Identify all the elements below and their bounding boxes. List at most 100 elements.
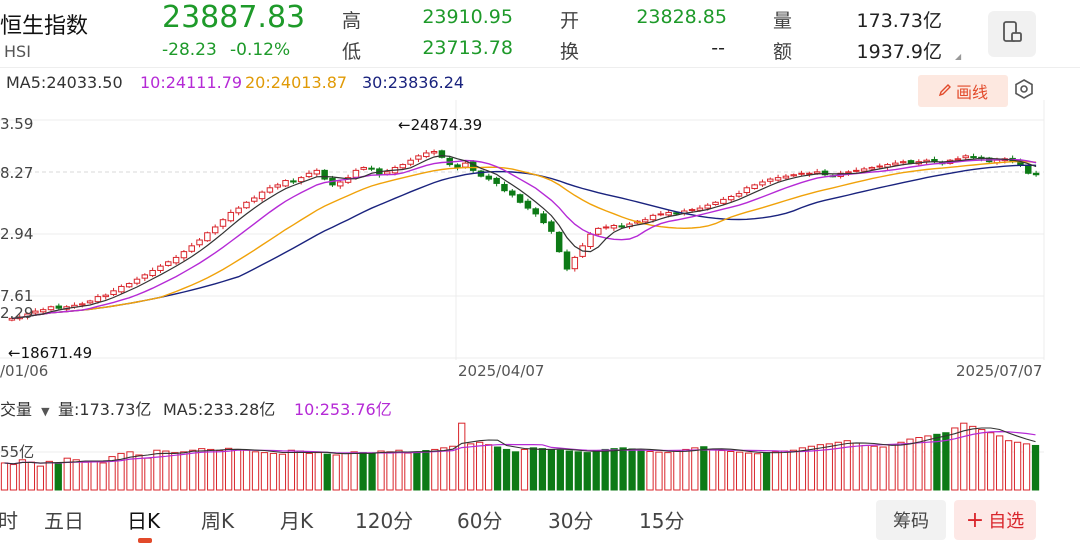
candlestick bbox=[282, 180, 289, 187]
tab-120min[interactable]: 120分 bbox=[355, 509, 414, 533]
draw-line-button[interactable]: 画线 bbox=[918, 75, 1008, 107]
volume-ma5-line bbox=[4, 427, 1036, 465]
candlestick bbox=[251, 197, 258, 202]
candlestick bbox=[790, 174, 797, 177]
candlestick bbox=[618, 225, 625, 228]
volume-bar bbox=[547, 448, 556, 491]
candlestick bbox=[157, 265, 164, 271]
tab-60min[interactable]: 60分 bbox=[457, 509, 503, 533]
candlestick bbox=[454, 164, 461, 168]
low-label: 低 bbox=[342, 41, 362, 63]
volume-bar bbox=[906, 438, 914, 491]
volume-bar bbox=[637, 449, 645, 491]
add-watchlist-button[interactable]: + 自选 bbox=[954, 500, 1036, 540]
tab-30min[interactable]: 30分 bbox=[548, 509, 594, 533]
ma20-indicator: 20:24013.87 bbox=[245, 73, 348, 92]
open-value: 23828.85 bbox=[636, 6, 727, 28]
candlestick bbox=[133, 278, 141, 284]
candlestick bbox=[485, 175, 493, 180]
volume-bar bbox=[700, 446, 708, 491]
volume-bar bbox=[99, 462, 107, 491]
turnover-value: -- bbox=[711, 37, 725, 59]
volume-bar bbox=[395, 449, 403, 491]
candlestick bbox=[125, 283, 133, 288]
candlestick bbox=[141, 274, 149, 279]
candlestick-chart[interactable] bbox=[0, 100, 1080, 380]
volume-bar bbox=[260, 452, 269, 491]
candlestick bbox=[563, 251, 571, 270]
volume-bar bbox=[422, 450, 430, 491]
candlestick bbox=[172, 256, 180, 264]
candlestick bbox=[219, 219, 227, 227]
volume-bar bbox=[144, 457, 152, 491]
volume-bar bbox=[198, 448, 206, 491]
candlestick bbox=[813, 171, 821, 174]
volume-chart[interactable] bbox=[0, 412, 1080, 492]
candlestick bbox=[665, 211, 672, 216]
volume-bar bbox=[924, 435, 932, 491]
landscape-toggle-button[interactable] bbox=[988, 11, 1036, 57]
candlestick bbox=[720, 198, 727, 204]
volume-bar bbox=[861, 444, 869, 491]
candlestick bbox=[86, 300, 94, 304]
volume-bar bbox=[162, 450, 170, 491]
chip-distribution-button[interactable]: 筹码 bbox=[876, 500, 946, 540]
volume-bar bbox=[484, 444, 493, 491]
tab-month-k[interactable]: 月K bbox=[280, 509, 314, 533]
volume-bar bbox=[458, 422, 466, 491]
volume-bar bbox=[9, 464, 18, 491]
volume-bar bbox=[897, 441, 905, 491]
volume-bar bbox=[520, 448, 529, 491]
volume-bar bbox=[207, 448, 215, 491]
volume-bar bbox=[287, 449, 296, 491]
volume-y-label: 55亿 bbox=[0, 443, 35, 461]
volume-bar bbox=[762, 452, 771, 491]
y-axis-label: 3.59 bbox=[0, 115, 34, 133]
open-label: 开 bbox=[560, 10, 580, 32]
volume-bar bbox=[269, 452, 278, 491]
x-axis-date-end: 2025/07/07 bbox=[956, 362, 1043, 380]
low-annotation: ←18671.49 bbox=[8, 344, 93, 362]
tab-week-k[interactable]: 周K bbox=[201, 509, 235, 533]
volume-bar bbox=[753, 453, 762, 491]
amount-value: 1937.9亿 bbox=[856, 41, 942, 63]
volume-bar bbox=[502, 448, 511, 491]
candlestick bbox=[649, 214, 657, 221]
candlestick bbox=[821, 170, 829, 176]
y-axis-label: 7.61 bbox=[0, 287, 34, 305]
volume-indicator-selector[interactable]: 交量 ▼ bbox=[0, 396, 50, 420]
tab-period[interactable]: 时 bbox=[0, 509, 18, 533]
volume-bar bbox=[171, 452, 179, 491]
candlestick bbox=[853, 169, 860, 172]
plus-icon: + bbox=[965, 507, 985, 533]
candlestick bbox=[47, 306, 55, 311]
volume-bar bbox=[413, 451, 421, 491]
hexagon-settings-icon bbox=[1013, 78, 1035, 104]
candlestick bbox=[806, 172, 813, 175]
index-title: 恒生指数 bbox=[0, 14, 89, 39]
volume-bar bbox=[987, 432, 995, 491]
tab-5day[interactable]: 五日 bbox=[44, 509, 84, 533]
candlestick bbox=[352, 169, 360, 178]
volume-bar bbox=[1022, 443, 1031, 491]
volume-bar bbox=[305, 452, 313, 491]
volume-bar bbox=[574, 451, 582, 491]
price-change-pct: -0.12% bbox=[230, 40, 291, 60]
candlestick bbox=[587, 233, 594, 248]
candlestick bbox=[524, 200, 532, 209]
active-tab-indicator bbox=[138, 538, 152, 543]
volume-bar bbox=[556, 449, 564, 491]
candlestick bbox=[657, 213, 665, 216]
volume-bar bbox=[807, 445, 816, 491]
tab-15min[interactable]: 15分 bbox=[639, 509, 685, 533]
volume-bar bbox=[63, 457, 71, 491]
x-axis-date-mid: 2025/04/07 bbox=[458, 362, 545, 380]
candlestick bbox=[892, 162, 899, 166]
tab-day-k[interactable]: 日K bbox=[127, 509, 161, 533]
ma30-line bbox=[11, 164, 1037, 320]
chart-settings-button[interactable] bbox=[1010, 77, 1038, 105]
candlestick bbox=[462, 162, 469, 168]
price-change: -28.23 bbox=[162, 40, 217, 60]
volume-value-indicator: 量:173.73亿 bbox=[58, 400, 152, 419]
volume-bar bbox=[1013, 441, 1022, 491]
